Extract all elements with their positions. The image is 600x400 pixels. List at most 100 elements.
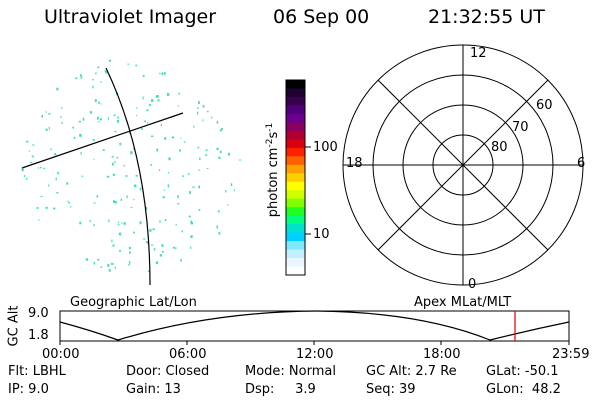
emission-dot — [98, 101, 100, 104]
colorbar-band — [286, 207, 305, 217]
emission-dot — [41, 114, 44, 118]
colorbar-band — [286, 232, 305, 242]
colorbar-band — [286, 139, 305, 149]
emission-dot — [139, 187, 142, 191]
emission-dot — [135, 64, 137, 67]
polar-diagonal-b — [377, 79, 549, 251]
colorbar-band — [286, 147, 305, 157]
emission-dot — [217, 210, 220, 213]
lat-label-70: 70 — [512, 120, 529, 135]
date-label: 06 Sep 00 — [273, 6, 370, 28]
emission-dot — [97, 258, 100, 261]
hour-label-0: 0 — [468, 277, 477, 292]
emission-dot — [114, 161, 116, 163]
emission-dot — [139, 221, 142, 225]
colorbar-band — [286, 266, 305, 276]
emission-dot — [142, 75, 145, 77]
emission-dot — [147, 122, 149, 124]
emission-dot — [54, 153, 57, 156]
emission-dot — [152, 228, 155, 231]
emission-dot — [80, 152, 82, 155]
emission-dot — [216, 147, 219, 151]
door-info: Door: Closed — [126, 364, 210, 379]
emission-dot — [238, 159, 242, 161]
colorbar-band — [286, 96, 305, 106]
emission-dot — [95, 72, 97, 75]
colorbar-tick-label-10: 10 — [313, 227, 330, 242]
apex-mlat-mlt-label: Apex MLat/MLT — [414, 295, 512, 310]
longitude-line — [105, 67, 151, 286]
emission-dot — [111, 162, 114, 166]
emission-dot — [166, 93, 170, 96]
emission-dot — [107, 263, 110, 267]
hour-label-18: 18 — [346, 156, 363, 171]
emission-dot — [148, 103, 151, 106]
emission-dot — [93, 202, 96, 204]
emission-dot — [111, 156, 114, 158]
gc-alt-axis-label: GC Alt — [6, 305, 22, 347]
gc-altitude-info: GC Alt: 2.7 Re — [366, 364, 457, 379]
colorbar-band — [286, 113, 305, 123]
emission-dot — [117, 221, 119, 223]
emission-dot — [233, 189, 235, 192]
emission-dot — [198, 209, 201, 211]
colorbar-band — [286, 164, 305, 174]
emission-dot — [183, 141, 186, 143]
emission-dot — [177, 203, 180, 205]
colorbar-band — [286, 198, 305, 208]
emission-dot — [94, 99, 97, 102]
emission-dot — [130, 207, 133, 209]
emission-dot — [133, 184, 137, 187]
emission-dot — [167, 184, 170, 188]
emission-dot — [198, 101, 200, 104]
emission-dot — [133, 198, 135, 201]
emission-dot — [50, 148, 52, 151]
emission-dot — [205, 149, 208, 152]
emission-dot — [57, 172, 59, 175]
emission-dot — [56, 87, 59, 91]
emission-dot — [89, 220, 91, 222]
emission-dot — [126, 195, 128, 199]
emission-dot — [190, 222, 193, 225]
colorbar-band — [286, 241, 305, 251]
altitude-curve — [59, 310, 570, 341]
emission-dot — [178, 92, 180, 95]
emission-dot — [123, 165, 126, 167]
emission-dot — [190, 235, 193, 238]
emission-dot — [119, 249, 121, 252]
emission-dot — [100, 266, 103, 268]
emission-dot — [171, 136, 175, 139]
emission-dot — [219, 157, 221, 159]
emission-dot — [202, 105, 205, 108]
emission-dot — [219, 129, 222, 132]
emission-dot — [38, 167, 39, 169]
emission-dot — [142, 96, 144, 100]
emission-dot — [167, 172, 170, 174]
hour-label-6: 6 — [577, 156, 586, 171]
emission-dot — [145, 206, 148, 210]
emission-dot — [48, 184, 50, 187]
emission-dot — [193, 125, 195, 128]
emission-dot — [159, 254, 162, 257]
emission-dot — [159, 72, 161, 75]
emission-dot — [79, 74, 82, 76]
emission-dot — [179, 149, 182, 152]
emission-dot — [91, 79, 95, 81]
filter-info: Flt: LBHL — [8, 364, 66, 379]
emission-dot — [70, 206, 72, 208]
emission-dot — [80, 75, 83, 78]
emission-dot — [79, 133, 82, 137]
emission-dot — [181, 230, 183, 233]
emission-dot — [26, 177, 28, 180]
emission-dot — [113, 114, 116, 117]
xtick-label-1800: 18:00 — [423, 347, 461, 362]
emission-dot — [92, 85, 94, 89]
emission-dot — [85, 258, 88, 261]
sequence-info: Seq: 39 — [366, 382, 416, 397]
emission-dot — [175, 224, 178, 226]
hour-label-12: 12 — [470, 46, 487, 61]
emission-dot — [161, 72, 164, 75]
emission-dot — [230, 183, 233, 186]
emission-dot — [128, 261, 131, 264]
colorbar-band — [286, 80, 305, 89]
